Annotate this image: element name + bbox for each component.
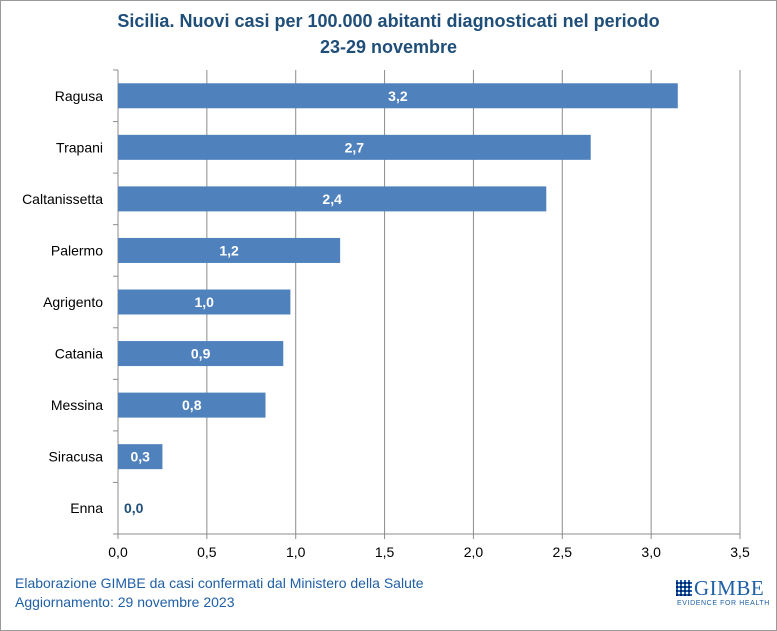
category-label: Messina (51, 397, 103, 413)
bar-trapani (118, 134, 591, 160)
data-label: 2,7 (345, 139, 365, 155)
x-tick-label: 2,5 (553, 544, 573, 560)
x-tick-label: 0,0 (108, 544, 128, 560)
x-tick-label: 2,0 (464, 544, 484, 560)
bar-siracusa (118, 444, 163, 470)
category-label: Catania (55, 346, 103, 362)
data-label: 0,8 (182, 397, 202, 413)
logo-tagline: EVIDENCE FOR HEALTH (677, 600, 770, 607)
chart-title: Sicilia. Nuovi casi per 100.000 abitanti… (117, 11, 660, 31)
data-label: 0,9 (191, 346, 211, 362)
data-label: 1,0 (194, 294, 214, 310)
footer-update: Aggiornamento: 29 novembre 2023 (15, 594, 235, 610)
footer-source: Elaborazione GIMBE da casi confermati da… (15, 575, 424, 591)
category-label: Siracusa (49, 449, 104, 465)
bar-caltanissetta (118, 186, 547, 212)
bar-agrigento (118, 289, 291, 315)
category-label: Enna (70, 500, 103, 516)
gimbe-logo: GIMBE EVIDENCE FOR HEALTH (676, 577, 769, 612)
category-label: Palermo (51, 242, 103, 258)
bar-ragusa (118, 83, 678, 109)
chart-subtitle: 23-29 novembre (319, 37, 458, 57)
data-label: 1,2 (219, 242, 239, 258)
logo-wordmark: GIMBE (694, 576, 765, 600)
x-tick-label: 3,5 (730, 544, 750, 560)
bar-palermo (118, 237, 341, 263)
bar-messina (118, 392, 266, 418)
bar-catania (118, 341, 284, 367)
data-label: 0,3 (130, 449, 150, 465)
data-label: 0,0 (124, 500, 144, 516)
x-tick-label: 0,5 (197, 544, 217, 560)
category-label: Trapani (56, 139, 103, 155)
data-label: 2,4 (322, 191, 342, 207)
category-label: Agrigento (43, 294, 103, 310)
gimbe-grid-logo-icon (676, 580, 692, 596)
data-label: 3,2 (388, 88, 408, 104)
x-tick-label: 1,5 (375, 544, 395, 560)
x-tick-label: 3,0 (641, 544, 661, 560)
category-label: Caltanissetta (22, 191, 103, 207)
category-label: Ragusa (55, 88, 103, 104)
x-tick-label: 1,0 (286, 544, 306, 560)
